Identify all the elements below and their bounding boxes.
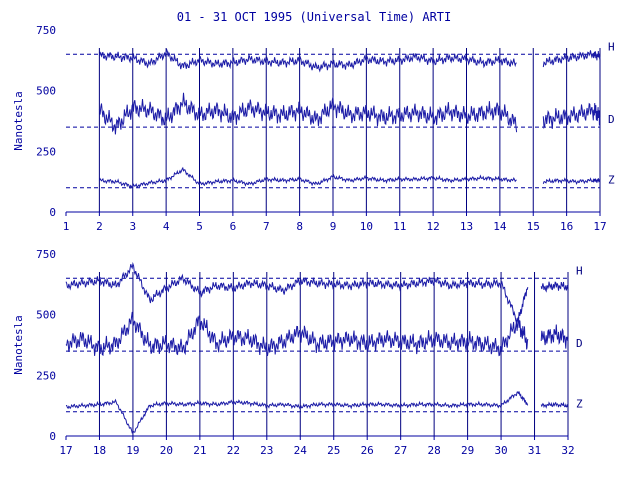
x-tick-label: 31 (528, 444, 541, 457)
y-tick-label: 0 (49, 206, 56, 219)
x-tick-label: 24 (294, 444, 308, 457)
series-Z-label: Z (576, 398, 583, 411)
x-tick-label: 25 (327, 444, 340, 457)
x-tick-label: 28 (428, 444, 441, 457)
x-tick-label: 7 (263, 220, 270, 233)
series-Z-trace (98, 166, 517, 190)
x-tick-label: 17 (593, 220, 606, 233)
x-tick-label: 15 (527, 220, 540, 233)
series-H-label: H (608, 40, 615, 53)
x-tick-label: 9 (330, 220, 337, 233)
series-D-label: D (608, 113, 615, 126)
x-tick-label: 21 (193, 444, 206, 457)
x-tick-label: 19 (126, 444, 139, 457)
x-tick-label: 11 (393, 220, 406, 233)
x-tick-label: 23 (260, 444, 273, 457)
y-tick-label: 250 (36, 369, 56, 382)
x-tick-label: 26 (361, 444, 374, 457)
series-D-trace (65, 311, 529, 357)
y-axis-label: Nanotesla (12, 91, 25, 151)
series-D-trace (542, 102, 601, 130)
y-tick-label: 0 (49, 430, 56, 443)
x-tick-label: 32 (561, 444, 574, 457)
panel-top: 1 2 3 4 5 6 7 8 9 10 11 12 13 14 15 16 170250500750Nanot… (12, 24, 615, 233)
x-tick-label: 1 (63, 220, 70, 233)
chart-title: 01 - 31 OCT 1995 (Universal Time) ARTI (177, 10, 452, 24)
x-tick-label: 22 (227, 444, 240, 457)
y-tick-label: 250 (36, 145, 56, 158)
x-tick-label: 2 (96, 220, 103, 233)
series-D-label: D (576, 337, 583, 350)
series-H-trace (98, 48, 517, 73)
x-tick-label: 3 (129, 220, 136, 233)
y-tick-label: 750 (36, 248, 56, 261)
series-H-trace (542, 50, 601, 68)
series-D-trace (98, 92, 518, 135)
x-tick-label: 20 (160, 444, 173, 457)
x-tick-label: 29 (461, 444, 474, 457)
series-Z-trace (542, 177, 601, 185)
x-tick-label: 13 (460, 220, 473, 233)
x-tick-label: 16 (560, 220, 573, 233)
series-Z-trace (540, 401, 569, 409)
x-tick-label: 18 (93, 444, 106, 457)
x-tick-label: 27 (394, 444, 407, 457)
y-tick-label: 750 (36, 24, 56, 37)
y-tick-label: 500 (36, 85, 56, 98)
series-D-trace (540, 324, 569, 349)
x-tick-label: 6 (230, 220, 237, 233)
y-tick-label: 500 (36, 309, 56, 322)
series-H-trace (540, 281, 569, 293)
x-tick-label: 17 (59, 444, 72, 457)
x-tick-label: 14 (493, 220, 507, 233)
panel-bottom: 17 18 19 20 21 22 23 24 25 26 27 28 29 30 31 32 0 250 500 7… (12, 248, 583, 457)
x-tick-label: 30 (494, 444, 507, 457)
x-tick-label: 5 (196, 220, 203, 233)
y-axis-label: Nanotesla (12, 315, 25, 375)
series-Z-label: Z (608, 174, 615, 187)
x-tick-label: 12 (427, 220, 440, 233)
x-tick-label: 8 (296, 220, 303, 233)
x-tick-label: 10 (360, 220, 373, 233)
series-H-label: H (576, 264, 583, 277)
series-H-trace (65, 261, 529, 323)
x-tick-label: 4 (163, 220, 170, 233)
series-Z-trace (65, 391, 529, 434)
